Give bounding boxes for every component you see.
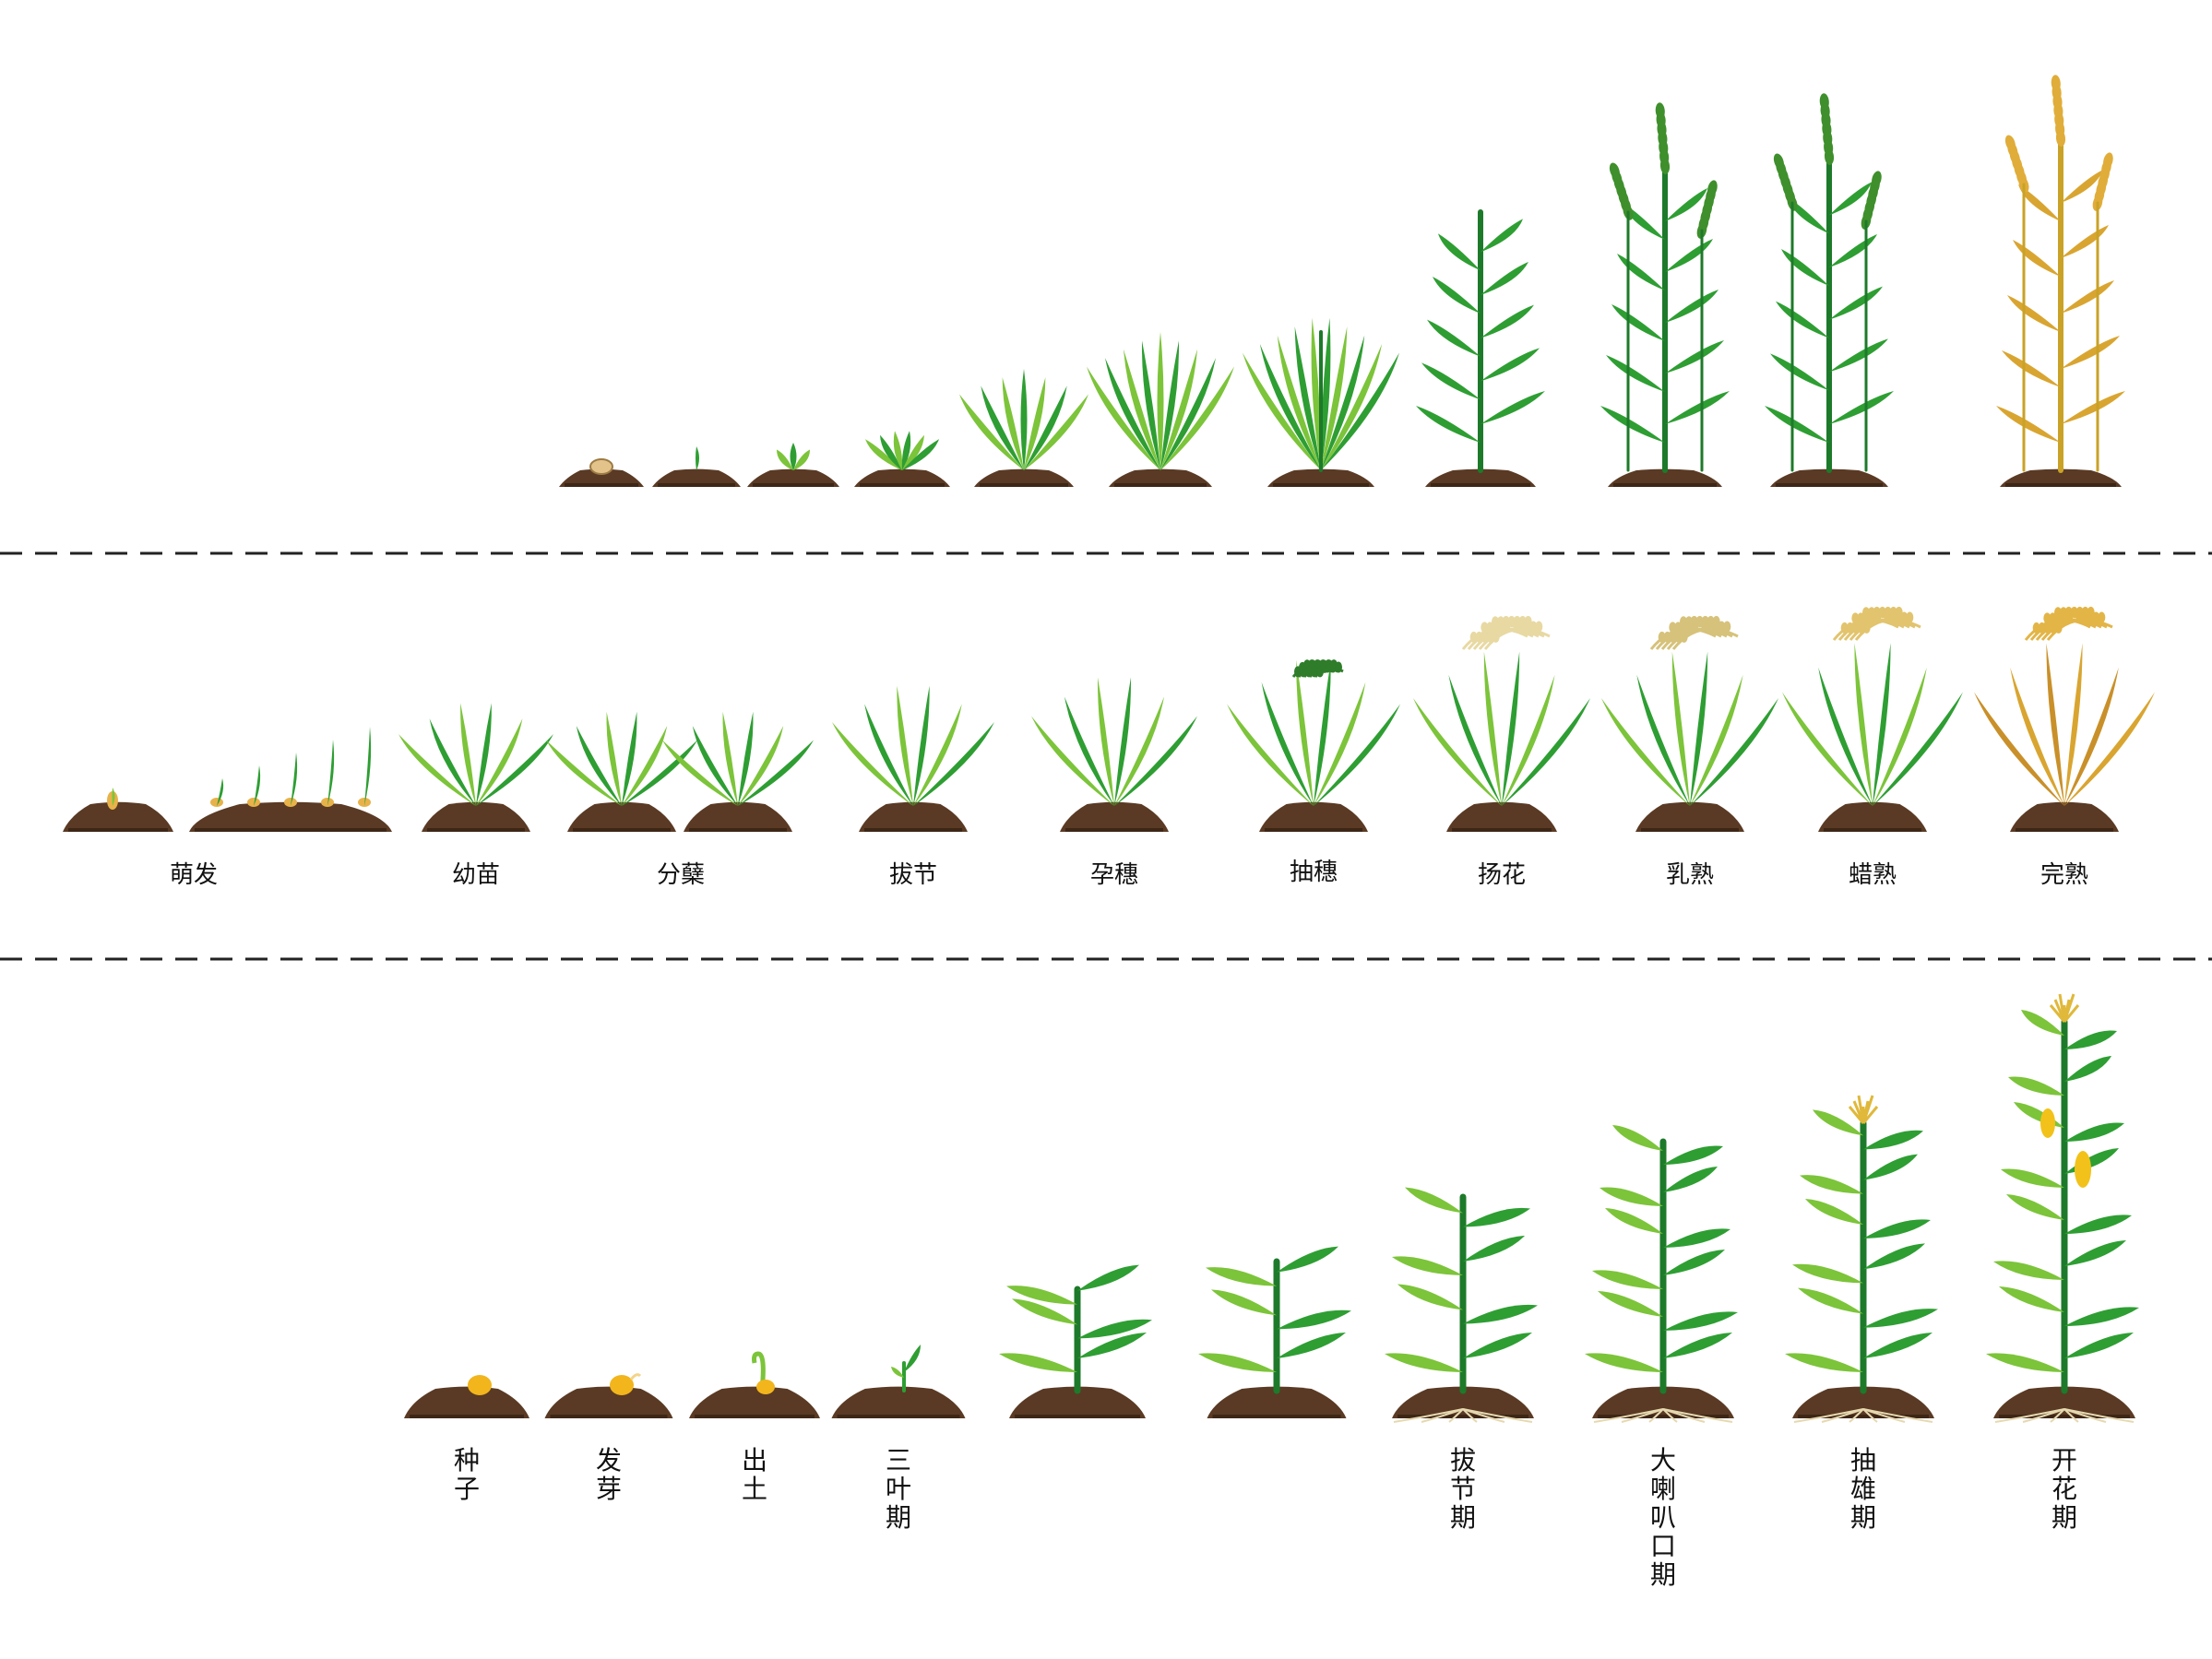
rice-stage-label-seedling: 幼苗: [451, 861, 501, 889]
soil-mound: [1009, 1386, 1146, 1418]
soil-mound: [544, 1386, 673, 1418]
rice-stage-label-germination: 萌发: [169, 861, 219, 889]
maize-stage-label-jointing: 拔节期: [1449, 1445, 1476, 1533]
soil-mound: [974, 468, 1074, 487]
maize-stage-1: [404, 1375, 529, 1418]
wheat-growth-row: [559, 75, 2125, 487]
maize-stage-6: [1198, 1246, 1351, 1418]
soil-mound: [1060, 801, 1169, 832]
maize-stage-label-flowering: 开花期: [2051, 1445, 2077, 1533]
rice-plant-3: [398, 703, 553, 832]
maize-stage-3: [689, 1351, 820, 1418]
soil-mound: [854, 468, 950, 487]
wheat-stage-3: [747, 443, 839, 487]
maize-growth-row: [404, 993, 2139, 1423]
soil-mound: [1770, 468, 1888, 487]
wheat-stage-8: [1416, 209, 1545, 487]
rice-plant-6: [832, 685, 994, 832]
rice-growth-row: [63, 606, 2155, 832]
soil-mound: [189, 801, 392, 832]
soil-mound: [2000, 468, 2122, 487]
wheat-stage-6: [1087, 332, 1234, 487]
soil-mound: [1446, 801, 1557, 832]
maize-stage-10: [1986, 993, 2139, 1423]
rice-plant-4: [546, 711, 697, 832]
soil-mound: [859, 801, 968, 832]
soil-mound: [1392, 1386, 1534, 1418]
wheat-stage-1: [559, 458, 644, 487]
soil-mound: [2010, 801, 2119, 832]
wheat-stage-10: [1765, 93, 1894, 487]
soil-mound: [689, 1386, 820, 1418]
soil-mound: [1267, 468, 1374, 487]
wheat-stage-2: [652, 446, 741, 487]
wheat-stage-9: [1600, 102, 1730, 487]
soil-mound: [1792, 1386, 1934, 1418]
rice-stage-label-milk: 乳熟: [1665, 861, 1715, 889]
soil-mound: [1207, 1386, 1347, 1418]
rice-plant-1: [63, 788, 173, 832]
rice-plant-5: [662, 711, 814, 832]
soil-mound: [684, 801, 792, 832]
maize-stage-5: [999, 1264, 1152, 1418]
rice-plant-10: [1601, 615, 1778, 832]
rice-plant-11: [1782, 606, 1963, 832]
rice-stage-label-tillering: 分蘖: [656, 861, 706, 889]
rice-plant-8: [1227, 659, 1400, 832]
wheat-stage-11: [1996, 75, 2125, 487]
soil-mound: [1608, 468, 1722, 487]
maize-stage-4: [831, 1345, 966, 1418]
soil-mound: [1818, 801, 1927, 832]
maize-stage-label-three-leaf: 三叶期: [885, 1445, 911, 1533]
maize-stage-label-big-trumpet: 大喇叭口期: [1649, 1445, 1676, 1590]
wheat-stage-7: [1243, 317, 1399, 487]
soil-mound: [1109, 468, 1212, 487]
rice-plant-9: [1413, 615, 1590, 832]
wheat-stage-4: [854, 431, 950, 487]
rice-stage-label-dough: 蜡熟: [1848, 861, 1897, 889]
maize-stage-9: [1785, 1095, 1938, 1423]
rice-stage-label-heading: 抽穗: [1289, 859, 1338, 886]
soil-mound: [1425, 468, 1536, 487]
soil-mound: [567, 801, 676, 832]
soil-mound: [1592, 1386, 1734, 1418]
maize-stage-label-germination: 发芽: [595, 1445, 622, 1504]
rice-stage-label-booting: 孕穗: [1089, 861, 1139, 889]
soil-mound: [747, 468, 839, 487]
soil-mound: [652, 468, 741, 487]
maize-stage-8: [1585, 1125, 1738, 1423]
rice-stage-label-ripe: 完熟: [2040, 861, 2089, 889]
rice-stage-label-flowering: 扬花: [1477, 861, 1527, 889]
maize-stage-2: [544, 1373, 673, 1418]
soil-mound: [559, 468, 644, 487]
soil-mound: [404, 1386, 529, 1418]
soil-mound: [1635, 801, 1744, 832]
rice-plant-12: [1974, 606, 2155, 832]
maize-stage-label-seed: 种子: [453, 1445, 480, 1504]
soil-mound: [1993, 1386, 2135, 1418]
rice-plant-2: [189, 727, 392, 832]
rice-stage-label-jointing: 拔节: [888, 861, 938, 889]
maize-stage-7: [1385, 1187, 1538, 1423]
rice-plant-7: [1031, 677, 1197, 832]
soil-mound: [1259, 801, 1368, 832]
soil-mound: [63, 801, 173, 832]
maize-stage-label-emergence: 出土: [741, 1445, 767, 1504]
wheat-stage-5: [959, 369, 1088, 487]
maize-stage-label-tasseling: 抽雄期: [1849, 1445, 1876, 1533]
soil-mound: [422, 801, 530, 832]
soil-mound: [831, 1386, 966, 1418]
